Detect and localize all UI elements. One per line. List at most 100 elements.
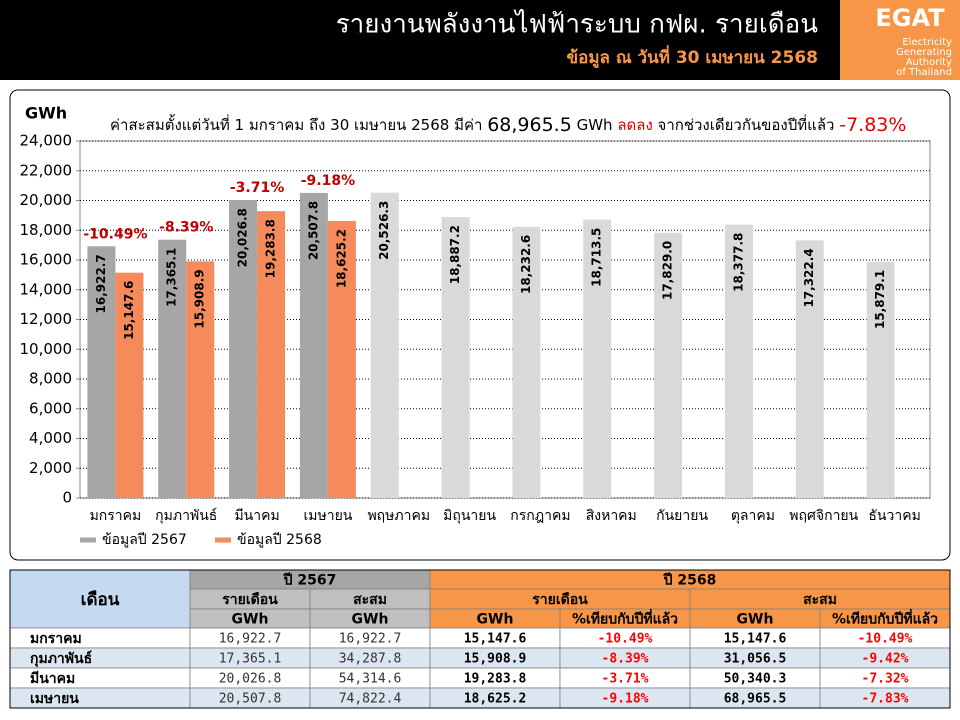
change-label: -8.39% <box>159 220 213 236</box>
summary-comparison: จากช่วงเดียวกันของปีที่แล้ว <box>653 114 839 134</box>
table-cell <box>9 569 191 629</box>
change-label: -3.71% <box>230 180 284 196</box>
bar <box>158 239 187 498</box>
header-cell: เดือน <box>81 589 120 610</box>
data-cell: 31,056.5 <box>724 652 787 667</box>
summary: ค่าสะสมตั้งแต่วันที่ 1 มกราคม ถึง 30 เมษ… <box>110 114 906 136</box>
bar <box>583 219 612 498</box>
data-cell: -7.32% <box>862 672 909 687</box>
header-cell: รายเดือน <box>222 592 278 608</box>
value-label: 17,322.4 <box>802 248 816 307</box>
header-cell: %เทียบกับปีที่แล้ว <box>832 609 938 628</box>
header-cell: รายเดือน <box>532 592 588 608</box>
header-cell: GWh <box>352 612 389 628</box>
header-cell: GWh <box>737 612 774 628</box>
y-tick-label: 12,000 <box>20 310 73 328</box>
x-tick-label: ธันวาคม <box>868 508 920 524</box>
summary-trend: ลดลง <box>617 116 652 134</box>
data-cell: -9.42% <box>862 652 909 667</box>
bar <box>654 232 683 498</box>
logo-line: of Thailand <box>896 67 952 78</box>
data-cell: 19,283.8 <box>464 672 527 687</box>
logo-line: Generating <box>896 47 952 58</box>
legend-label: ข้อมูลปี 2567 <box>102 532 187 548</box>
value-label: 17,365.1 <box>165 248 179 307</box>
y-tick-label: 14,000 <box>20 280 73 298</box>
bar <box>327 220 356 499</box>
y-tick-label: 16,000 <box>20 251 73 269</box>
value-label: 20,026.8 <box>236 208 250 267</box>
row-label: เมษายน <box>30 691 79 707</box>
value-label: 15,908.9 <box>193 269 207 328</box>
summary-total: 68,965.5 <box>487 114 572 136</box>
x-tick-label: กุมภาพันธ์ <box>155 507 217 524</box>
logo-name: EGAT <box>875 4 945 32</box>
header-cell: สะสม <box>803 592 837 608</box>
data-cell: -9.18% <box>602 692 649 707</box>
y-tick-label: 0 <box>62 489 72 507</box>
value-label: 18,232.6 <box>519 235 533 294</box>
summary-prefix: ค่าสะสมตั้งแต่วันที่ 1 มกราคม ถึง 30 เมษ… <box>110 114 487 134</box>
logo-line: Electricity <box>902 37 952 48</box>
value-label: 18,713.5 <box>590 228 604 287</box>
bar <box>299 192 328 498</box>
y-tick-label: 10,000 <box>20 340 73 358</box>
data-cell: 50,340.3 <box>724 672 787 687</box>
value-label: 20,507.8 <box>306 201 320 260</box>
header-cell: %เทียบกับปีที่แล้ว <box>572 609 678 628</box>
data-cell: 20,026.8 <box>219 672 282 687</box>
header-cell: สะสม <box>353 592 387 608</box>
legend-label: ข้อมูลปี 2568 <box>237 532 322 548</box>
y-tick-label: 24,000 <box>20 132 73 150</box>
bar <box>115 272 144 498</box>
x-tick-label: เมษายน <box>303 508 352 524</box>
data-cell: 15,908.9 <box>464 652 527 667</box>
value-label: 18,377.8 <box>731 233 745 292</box>
value-label: 18,625.2 <box>334 229 348 288</box>
bar <box>229 200 258 498</box>
x-tick-label: มกราคม <box>90 508 142 524</box>
header-bar <box>0 0 960 80</box>
value-label: 18,887.2 <box>448 225 462 284</box>
change-label: -9.18% <box>301 173 355 189</box>
bar <box>512 226 541 498</box>
data-cell: -10.49% <box>858 632 913 647</box>
y-tick-label: 18,000 <box>20 221 73 239</box>
table-frame <box>9 569 951 709</box>
y-tick-label: 22,000 <box>20 161 73 179</box>
y-tick-label: 20,000 <box>20 191 73 209</box>
data-cell: 16,922.7 <box>339 632 402 647</box>
data-cell: -7.83% <box>862 692 909 707</box>
x-tick-label: กรกฎาคม <box>510 508 570 524</box>
bar <box>186 261 215 498</box>
y-axis-label: GWh <box>25 104 67 123</box>
data-cell: 17,365.1 <box>219 652 282 667</box>
x-tick-label: มีนาคม <box>234 508 279 524</box>
y-tick-label: 6,000 <box>29 399 72 417</box>
y-tick-label: 8,000 <box>29 370 72 388</box>
bar <box>257 211 286 498</box>
data-cell: 20,507.8 <box>219 692 282 707</box>
data-cell: 15,147.6 <box>464 632 527 647</box>
summary-unit: GWh <box>572 116 618 134</box>
data-cell: 16,922.7 <box>219 632 282 647</box>
header-cell: ปี 2568 <box>662 573 716 589</box>
data-cell: -3.71% <box>602 672 649 687</box>
x-tick-label: กันยายน <box>656 508 708 524</box>
header-cell: GWh <box>477 612 514 628</box>
x-tick-label: สิงหาคม <box>586 508 637 524</box>
subtitle: ข้อมูล ณ วันที่ 30 เมษายน 2568 <box>566 45 818 69</box>
change-label: -10.49% <box>83 226 147 242</box>
value-label: 15,147.6 <box>122 281 136 340</box>
y-tick-label: 4,000 <box>29 429 72 447</box>
data-cell: 54,314.6 <box>339 672 402 687</box>
logo-line: Authority <box>906 57 952 68</box>
row-label: มกราคม <box>30 631 82 647</box>
row-label: มีนาคม <box>30 671 75 687</box>
data-cell: 15,147.6 <box>724 632 787 647</box>
value-label: 16,922.7 <box>94 254 108 313</box>
y-tick-label: 2,000 <box>29 459 72 477</box>
value-label: 15,879.1 <box>873 270 887 329</box>
